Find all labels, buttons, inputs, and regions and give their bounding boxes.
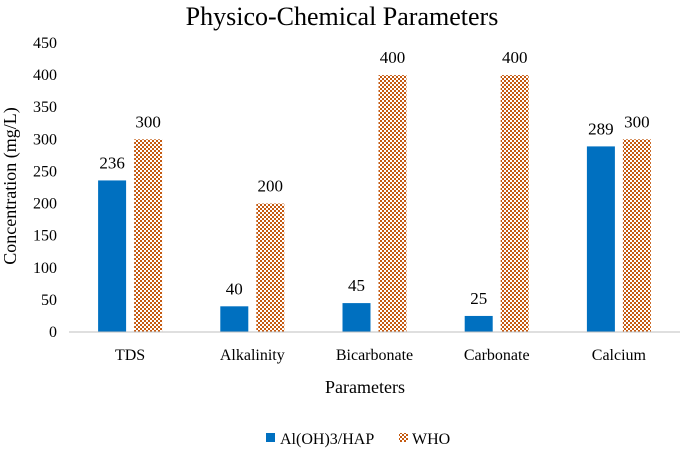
bar-series-1 xyxy=(342,303,371,332)
y-tick-label: 100 xyxy=(33,260,57,277)
data-label-series-2: 200 xyxy=(258,177,284,196)
bar-series-2 xyxy=(134,139,163,332)
data-label-series-1: 289 xyxy=(588,119,614,138)
bars xyxy=(98,75,651,332)
bar-series-1 xyxy=(98,180,127,332)
y-axis-label: Concentration (mg/L) xyxy=(0,107,21,264)
legend-label-series-2: WHO xyxy=(412,431,450,448)
y-tick-label: 450 xyxy=(33,35,57,52)
legend-swatch-series-2 xyxy=(399,433,408,442)
x-tick-label: Bicarbonate xyxy=(336,347,413,364)
bar-series-1 xyxy=(464,315,493,332)
legend-label-series-1: Al(OH)3/HAP xyxy=(280,431,374,448)
y-tick-label: 300 xyxy=(33,131,57,148)
x-axis-label: Parameters xyxy=(325,377,405,397)
bar-series-2 xyxy=(256,203,285,332)
bar-series-1 xyxy=(586,146,615,332)
data-label-series-2: 300 xyxy=(135,112,161,131)
y-tick-label: 150 xyxy=(33,228,57,245)
x-tick-label: TDS xyxy=(115,347,145,364)
y-tick-label: 0 xyxy=(49,324,57,341)
x-tick-label: Alkalinity xyxy=(220,347,285,364)
data-label-series-1: 40 xyxy=(226,279,243,298)
x-tick-label: Carbonate xyxy=(464,347,530,364)
data-label-series-1: 236 xyxy=(99,153,125,172)
bar-series-2 xyxy=(378,75,407,332)
data-label-series-1: 25 xyxy=(470,289,487,308)
y-tick-label: 400 xyxy=(33,67,57,84)
data-label-series-2: 300 xyxy=(624,112,650,131)
x-axis-ticks: TDS Alkalinity Bicarbonate Carbonate Calcium xyxy=(115,347,647,364)
y-tick-label: 50 xyxy=(41,292,57,309)
bar-series-1 xyxy=(220,306,249,332)
y-tick-label: 200 xyxy=(33,196,57,213)
legend: Al(OH)3/HAP WHO xyxy=(266,431,450,448)
bar-series-2 xyxy=(622,139,651,332)
chart-title: Physico-Chemical Parameters xyxy=(186,2,499,31)
data-label-series-1: 45 xyxy=(348,276,365,295)
bar-series-2 xyxy=(500,75,529,332)
x-tick-label: Calcium xyxy=(592,347,647,364)
data-label-series-2: 400 xyxy=(380,48,406,67)
data-labels: 236 300 40 200 45 400 25 400 289 300 xyxy=(99,48,649,308)
y-tick-label: 350 xyxy=(33,99,57,116)
y-tick-label: 250 xyxy=(33,163,57,180)
legend-swatch-series-1 xyxy=(266,433,275,442)
y-axis-ticks: 0 50 100 150 200 250 300 350 400 450 xyxy=(33,35,57,341)
data-label-series-2: 400 xyxy=(502,48,528,67)
